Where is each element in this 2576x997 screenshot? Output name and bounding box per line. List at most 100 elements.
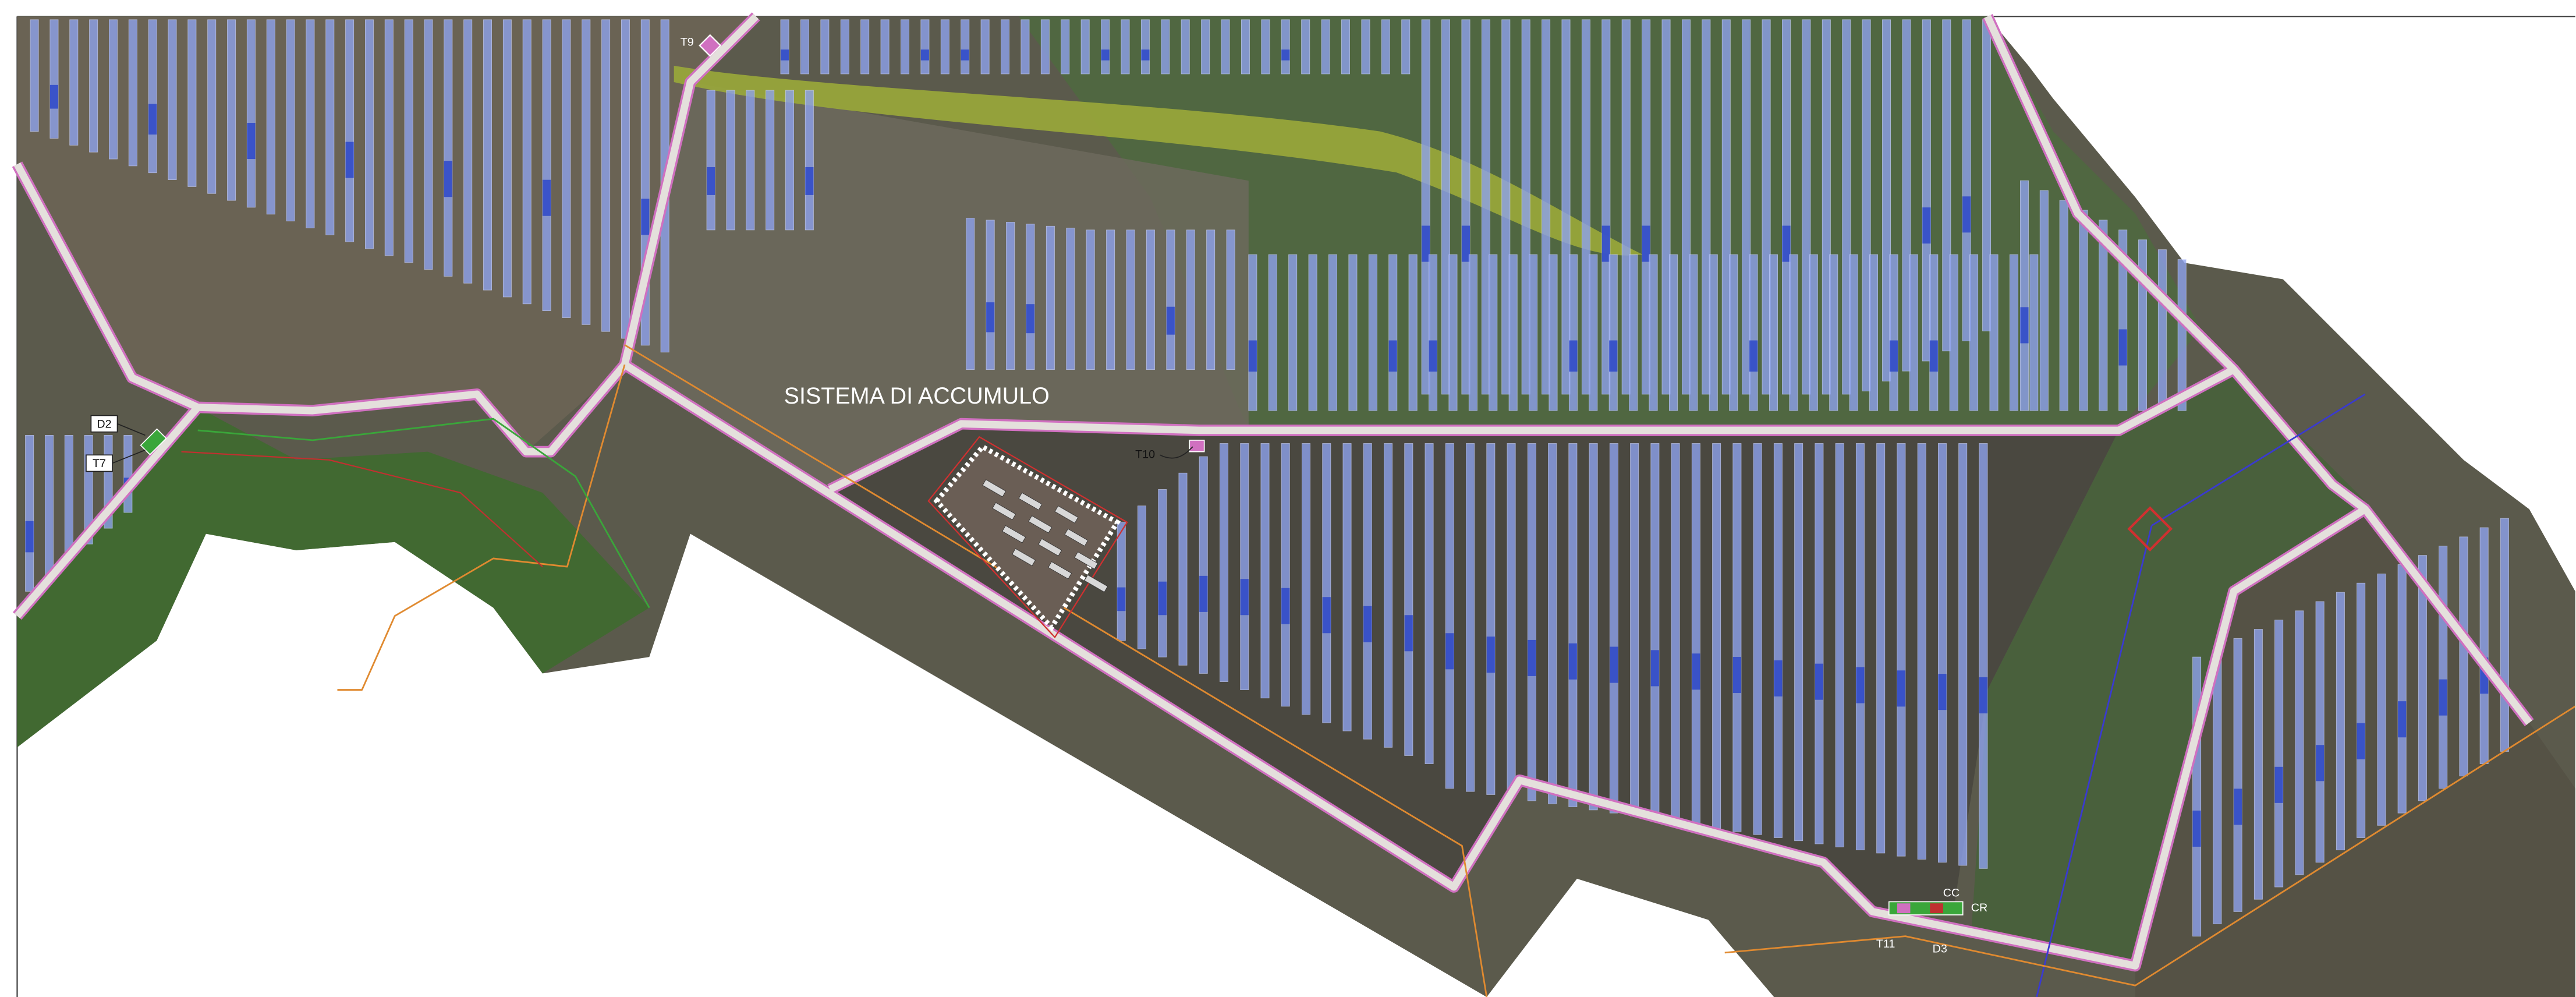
panel-row xyxy=(1240,443,1249,691)
fence xyxy=(624,344,1488,997)
cabin-t9 xyxy=(699,34,722,57)
panel-block xyxy=(1404,615,1413,652)
panel-row xyxy=(1308,254,1317,411)
panel-block xyxy=(1692,653,1700,690)
panel-row xyxy=(766,90,775,231)
panel-row xyxy=(2377,573,2386,826)
panel-row xyxy=(1702,19,1711,395)
panel-row xyxy=(1206,229,1216,370)
panel-block xyxy=(1568,643,1577,680)
panel-row xyxy=(2253,629,2263,900)
panel-row xyxy=(1178,472,1188,666)
panel-block xyxy=(2439,679,2447,716)
panel-row xyxy=(1288,254,1298,411)
panel-row xyxy=(1882,19,1891,381)
panel-row xyxy=(1829,254,1838,411)
panel-row xyxy=(1342,443,1352,731)
panel-row xyxy=(1661,19,1671,395)
label-box xyxy=(90,415,118,433)
panel-row xyxy=(1902,19,1911,372)
panel-row xyxy=(1221,19,1230,75)
panel-row xyxy=(582,19,591,325)
panel-row xyxy=(1529,254,1538,411)
panel-block xyxy=(444,161,452,197)
panel-row xyxy=(148,19,157,174)
panel-row xyxy=(1268,254,1277,411)
panel-row xyxy=(1782,19,1791,395)
leader xyxy=(117,423,146,436)
battery-unit xyxy=(1018,492,1043,511)
panel-row xyxy=(601,19,611,332)
panel-row xyxy=(1101,19,1110,75)
panel-row xyxy=(1361,19,1370,75)
panel-block xyxy=(1141,50,1150,61)
panel-row xyxy=(1281,19,1290,75)
cable xyxy=(2151,393,2366,526)
panel-row xyxy=(1601,19,1611,395)
panel-row xyxy=(1445,443,1454,789)
panel-row xyxy=(1862,19,1871,391)
panel-row xyxy=(1897,443,1906,857)
panel-row xyxy=(384,19,394,256)
panel-row xyxy=(1106,229,1115,370)
panel-row xyxy=(1982,19,1992,331)
panel-block xyxy=(148,104,157,135)
road xyxy=(2231,367,2368,512)
panel-block xyxy=(780,50,789,61)
panel-row xyxy=(246,19,256,208)
panel-row xyxy=(1220,443,1228,682)
panel-row xyxy=(1201,19,1210,75)
panel-row xyxy=(1126,229,1135,370)
leader xyxy=(1160,446,1193,459)
panel-row xyxy=(1681,19,1691,395)
battery-unit xyxy=(992,502,1016,521)
panel-row xyxy=(1281,443,1290,707)
panel-row xyxy=(1815,443,1824,844)
panel-row xyxy=(2500,518,2509,752)
panel-row xyxy=(1501,19,1511,395)
road xyxy=(622,361,2532,970)
cabin-d3 xyxy=(1930,903,1943,914)
panel-row xyxy=(1302,443,1310,715)
panel-row xyxy=(901,19,909,75)
panel-row xyxy=(1448,254,1458,411)
panel-row xyxy=(1809,254,1818,411)
fence xyxy=(337,364,626,691)
label-cr: CR xyxy=(1971,901,1988,914)
panel-block xyxy=(805,167,814,195)
panel-row xyxy=(785,90,794,231)
panel-row xyxy=(1166,229,1175,370)
panel-row xyxy=(1260,443,1270,699)
label-t11: T11 xyxy=(1876,938,1895,950)
panel-row xyxy=(1650,443,1660,820)
panel-row xyxy=(45,434,54,576)
panel-row xyxy=(30,19,39,132)
panel-row xyxy=(1441,19,1451,395)
panel-row xyxy=(306,19,315,228)
battery-unit xyxy=(982,479,1007,497)
panel-row xyxy=(542,19,551,312)
panel-row xyxy=(286,19,295,222)
panel-row xyxy=(1086,229,1095,370)
panel-row xyxy=(1138,505,1146,649)
panel-row xyxy=(1408,254,1418,411)
panel-block xyxy=(2020,307,2029,344)
panel-row xyxy=(1849,254,1858,411)
battery-unit xyxy=(1064,528,1089,547)
panel-row xyxy=(266,19,275,215)
panel-row xyxy=(2233,638,2242,912)
label-storage: SISTEMA DI ACCUMULO xyxy=(784,383,1050,409)
panel-row xyxy=(1117,522,1126,641)
green-belt xyxy=(17,407,650,748)
panel-row xyxy=(1121,19,1130,75)
panel-row xyxy=(621,19,630,339)
panel-row xyxy=(1006,222,1015,370)
panel-row xyxy=(1248,254,1257,411)
panel-row xyxy=(2274,620,2284,888)
panel-row xyxy=(1026,224,1035,370)
panel-row xyxy=(1762,19,1771,395)
panel-row xyxy=(1642,19,1651,395)
panel-row xyxy=(1368,254,1377,411)
panel-block xyxy=(1610,646,1618,683)
panel-block xyxy=(345,142,354,178)
